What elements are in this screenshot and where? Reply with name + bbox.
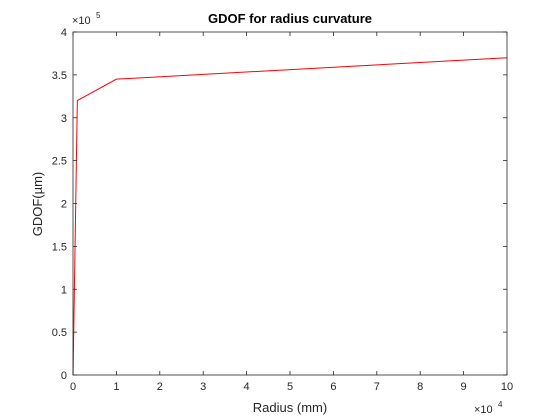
- y-tick-label: 2: [61, 199, 67, 211]
- x-tick-label: 1: [113, 381, 119, 393]
- series-layer: [72, 57, 508, 376]
- x-tick-label: 5: [287, 381, 293, 393]
- x-exponent-label: ×10 4: [474, 400, 503, 416]
- x-exponent-base: ×10: [474, 404, 493, 416]
- x-axis: 0 1 2 3 4 5 6 7 8 9 10: [70, 32, 513, 393]
- x-tick-label: 4: [244, 381, 250, 393]
- x-tick-label: 10: [501, 381, 513, 393]
- y-tick-label: 3.5: [52, 70, 67, 82]
- y-axis-label: GDOF(µm): [30, 172, 45, 237]
- y-axis: 0 0.5 1 1.5 2 2.5 3 3.5 4: [52, 27, 507, 382]
- y-tick-label: 0.5: [52, 327, 67, 339]
- y-exponent-power: 5: [96, 11, 101, 20]
- y-tick-label: 1: [61, 284, 67, 296]
- y-tick-label: 4: [61, 27, 67, 39]
- y-tick-label: 0: [61, 370, 67, 382]
- y-tick-label: 3: [61, 113, 67, 125]
- x-tick-label: 2: [157, 381, 163, 393]
- y-tick-label: 2.5: [52, 156, 67, 168]
- x-tick-label: 0: [70, 381, 76, 393]
- x-tick-label: 9: [461, 381, 467, 393]
- x-tick-label: 6: [330, 381, 336, 393]
- x-axis-label: Radius (mm): [253, 400, 327, 415]
- series-line: [72, 57, 508, 376]
- x-tick-label: 8: [417, 381, 423, 393]
- x-exponent-power: 4: [498, 400, 503, 409]
- y-tick-label: 1.5: [52, 241, 67, 253]
- chart-title: GDOF for radius curvature: [208, 11, 372, 26]
- x-tick-label: 3: [200, 381, 206, 393]
- y-exponent-label: ×10 5: [72, 11, 101, 27]
- plot-area: [73, 32, 507, 375]
- y-exponent-base: ×10: [72, 15, 91, 27]
- x-tick-label: 7: [374, 381, 380, 393]
